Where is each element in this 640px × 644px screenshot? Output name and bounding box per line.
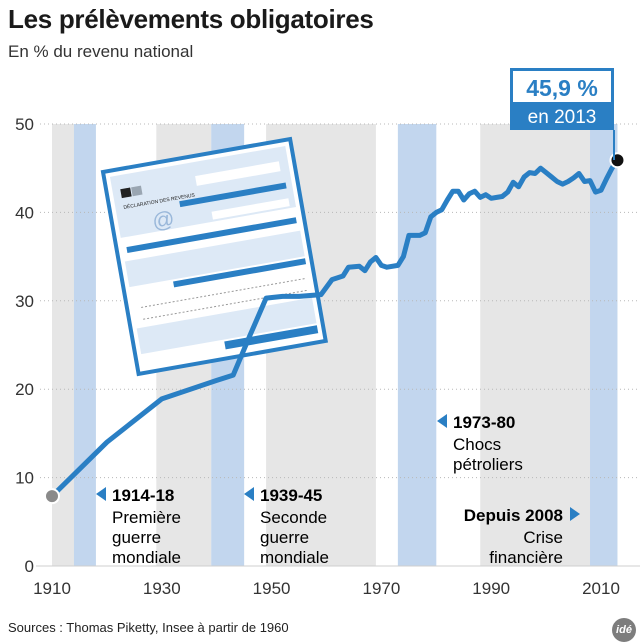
period-band-1973-1980 bbox=[397, 124, 437, 566]
annotation-oil: 1973-80 Chocs pétroliers bbox=[437, 413, 523, 474]
left-arrow-icon bbox=[437, 414, 447, 428]
annotation-line: Chocs bbox=[453, 435, 501, 454]
tax-form-logo-block bbox=[120, 187, 132, 199]
y-tick-label: 30 bbox=[15, 292, 34, 311]
x-tick-label: 1950 bbox=[253, 579, 291, 598]
y-tick-label: 20 bbox=[15, 380, 34, 399]
annotation-label: 1973-80 bbox=[453, 413, 515, 432]
tax-form-bar bbox=[126, 217, 297, 253]
period-band-2008-2013 bbox=[590, 124, 618, 566]
x-axis-tick-labels: 1910 1930 1950 1970 1990 2010 bbox=[33, 579, 620, 598]
right-arrow-icon bbox=[570, 507, 580, 521]
chart-title: Les prélèvements obligatoires bbox=[8, 4, 374, 34]
annotation-line: guerre bbox=[260, 528, 309, 547]
annotation-label: 1939-45 bbox=[260, 486, 322, 505]
left-arrow-icon bbox=[96, 487, 106, 501]
annotation-line: Première bbox=[112, 508, 181, 527]
x-tick-label: 1930 bbox=[143, 579, 181, 598]
left-arrow-icon bbox=[244, 487, 254, 501]
series-line-prelevements bbox=[49, 157, 620, 499]
annotation-line: Crise bbox=[523, 528, 563, 547]
x-tick-label: 1990 bbox=[472, 579, 510, 598]
tax-form-logo-block bbox=[131, 185, 143, 197]
y-tick-label: 40 bbox=[15, 203, 34, 222]
x-tick-label: 2010 bbox=[582, 579, 620, 598]
annotation-line: Seconde bbox=[260, 508, 327, 527]
annotation-label: 1914-18 bbox=[112, 486, 174, 505]
chart-subtitle: En % du revenu national bbox=[8, 42, 194, 61]
tax-form-field bbox=[195, 161, 281, 186]
publisher-logo: idé bbox=[612, 618, 636, 642]
start-point bbox=[44, 488, 60, 505]
source-note: Sources : Thomas Piketty, Insee à partir… bbox=[8, 620, 289, 635]
x-tick-label: 1910 bbox=[33, 579, 71, 598]
end-point bbox=[609, 152, 626, 169]
tax-form-icon: DÉCLARATION DES REVENUS @ bbox=[100, 136, 329, 377]
annotation-line: mondiale bbox=[112, 548, 181, 567]
callout-year: en 2013 bbox=[528, 107, 597, 128]
tax-form-field bbox=[211, 198, 290, 220]
y-tick-label: 50 bbox=[15, 115, 34, 134]
annotation-ww2: 1939-45 Seconde guerre mondiale bbox=[244, 486, 329, 567]
annotation-line: guerre bbox=[112, 528, 161, 547]
annotation-crisis: Depuis 2008 Crise financière bbox=[464, 506, 580, 567]
gridlines bbox=[40, 123, 640, 479]
callout-value: 45,9 % bbox=[526, 75, 598, 101]
tax-form-bar bbox=[173, 258, 307, 288]
annotation-label: Depuis 2008 bbox=[464, 506, 563, 525]
period-band-1988-2008 bbox=[480, 124, 591, 566]
tax-form-band bbox=[124, 230, 305, 288]
x-tick-label: 1970 bbox=[362, 579, 400, 598]
tax-form-at-symbol: @ bbox=[150, 205, 176, 234]
y-tick-label: 10 bbox=[15, 469, 34, 488]
callout-value-bg bbox=[513, 71, 611, 102]
annotation-line: pétroliers bbox=[453, 455, 523, 474]
annotation-line: mondiale bbox=[260, 548, 329, 567]
period-band-1914-1918 bbox=[73, 124, 96, 566]
y-tick-label: 0 bbox=[25, 557, 34, 576]
annotation-ww1: 1914-18 Première guerre mondiale bbox=[96, 486, 181, 567]
tax-form-bar bbox=[179, 182, 287, 208]
annotation-line: financière bbox=[489, 548, 563, 567]
y-axis-tick-labels: 0 10 20 30 40 50 bbox=[15, 115, 34, 576]
latest-value-callout: 45,9 % en 2013 bbox=[510, 68, 615, 160]
period-band-1910-1914 bbox=[52, 124, 74, 566]
tax-form-band bbox=[136, 297, 317, 355]
